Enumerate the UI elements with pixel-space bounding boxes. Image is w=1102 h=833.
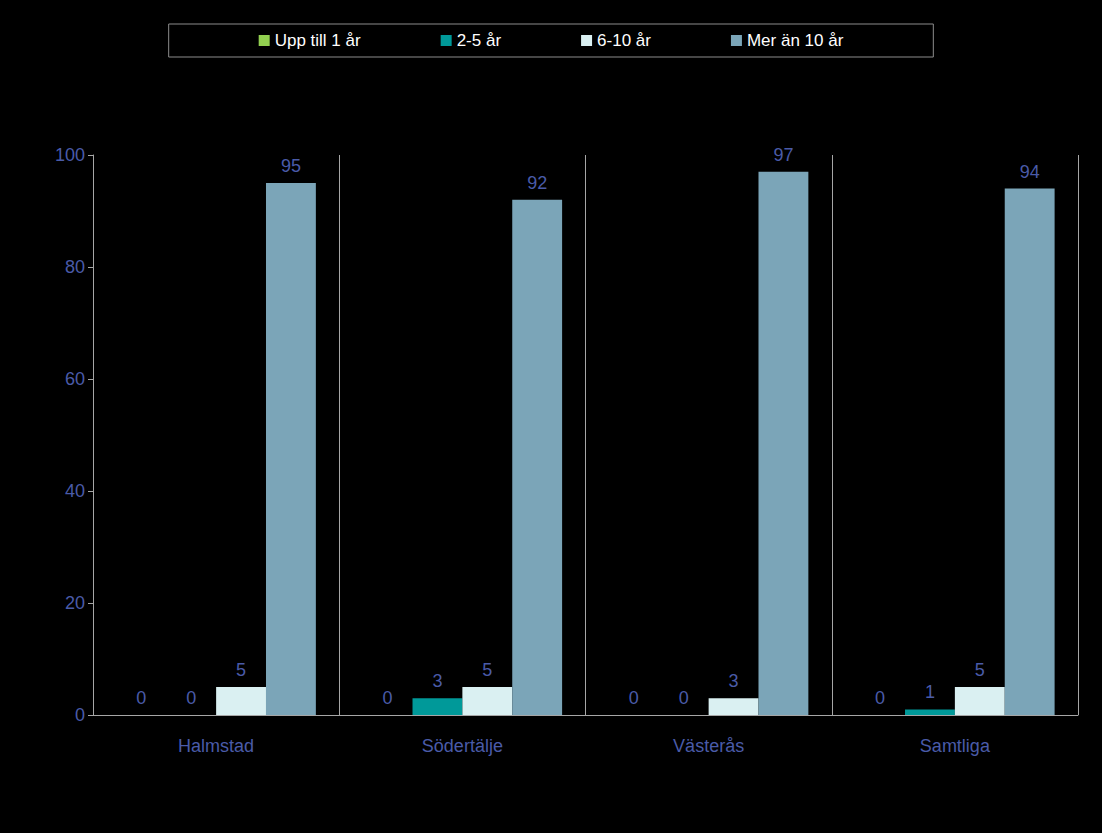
svg-text:6-10 år: 6-10 år: [597, 31, 651, 50]
svg-text:97: 97: [773, 145, 793, 165]
svg-text:0: 0: [629, 688, 639, 708]
svg-text:0: 0: [875, 688, 885, 708]
svg-text:80: 80: [65, 257, 85, 277]
svg-text:5: 5: [236, 660, 246, 680]
svg-text:95: 95: [281, 156, 301, 176]
svg-text:0: 0: [186, 688, 196, 708]
svg-text:0: 0: [136, 688, 146, 708]
svg-text:40: 40: [65, 481, 85, 501]
svg-text:0: 0: [75, 705, 85, 725]
svg-text:20: 20: [65, 593, 85, 613]
svg-text:3: 3: [432, 671, 442, 691]
svg-text:60: 60: [65, 369, 85, 389]
svg-text:0: 0: [679, 688, 689, 708]
svg-text:Västerås: Västerås: [673, 736, 744, 756]
svg-text:5: 5: [482, 660, 492, 680]
svg-text:Samtliga: Samtliga: [920, 736, 991, 756]
svg-text:92: 92: [527, 173, 547, 193]
svg-text:0: 0: [383, 688, 393, 708]
svg-text:Mer än 10 år: Mer än 10 år: [747, 31, 844, 50]
svg-text:Upp till 1 år: Upp till 1 år: [275, 31, 361, 50]
svg-text:2-5 år: 2-5 år: [457, 31, 502, 50]
svg-text:3: 3: [729, 671, 739, 691]
svg-text:94: 94: [1020, 162, 1040, 182]
svg-text:Halmstad: Halmstad: [178, 736, 254, 756]
svg-text:100: 100: [55, 145, 85, 165]
svg-text:1: 1: [925, 682, 935, 702]
svg-text:Södertälje: Södertälje: [422, 736, 503, 756]
svg-text:5: 5: [975, 660, 985, 680]
